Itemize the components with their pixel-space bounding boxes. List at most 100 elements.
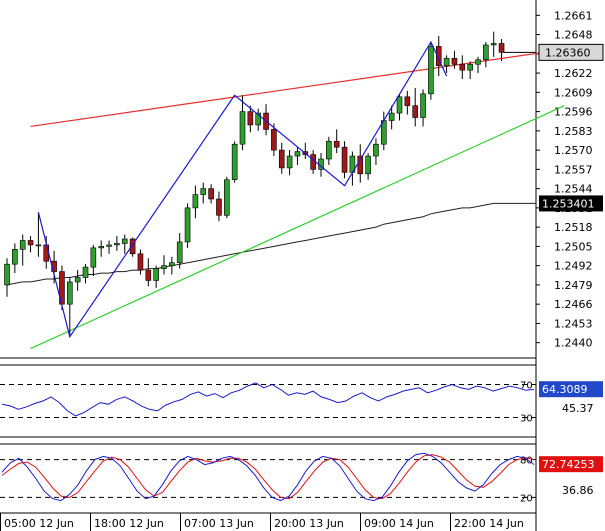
bullish-candle (428, 41, 434, 100)
candle-body (286, 155, 293, 169)
candle-body (176, 241, 183, 263)
bullish-candle (176, 233, 183, 269)
bullish-candle (67, 277, 73, 337)
bullish-candle (82, 264, 89, 284)
support-line (30, 105, 565, 350)
ma-value-box (539, 195, 603, 212)
bearish-candle (404, 90, 411, 115)
bullish-candle (231, 141, 238, 183)
bullish-candle (286, 150, 293, 176)
candle-body (271, 129, 277, 151)
time-axis: 05:00 12 Jun 18:00 12 Jun 07:00 13 Jun 20:0… (0, 513, 524, 531)
stoch-d-line (1, 454, 535, 500)
bullish-candle (19, 234, 26, 266)
current-price-label: 1.26360 (545, 46, 591, 59)
candle-body (459, 63, 466, 71)
bearish-candle (498, 39, 505, 62)
candle-body (451, 57, 458, 65)
stochastic-indicator: 80 20 72.74253 36.86 (0, 452, 603, 504)
bullish-candle (224, 176, 230, 219)
moving-average-line (6, 202, 536, 286)
candle-body (467, 63, 473, 71)
candle-body (412, 105, 419, 118)
bearish-candle (247, 105, 254, 133)
candle-body (90, 247, 97, 268)
bearish-candle (341, 141, 348, 179)
bearish-candle (412, 87, 419, 127)
bullish-candle (388, 105, 395, 130)
candle-body (4, 263, 10, 286)
bullish-candle (35, 212, 42, 257)
candle-body (129, 238, 136, 255)
bullish-candle (192, 185, 199, 219)
moving-average-path (6, 202, 536, 286)
bearish-candle (145, 258, 152, 287)
candle-body (19, 240, 26, 250)
rsi-indicator: 70 30 64.3089 45.37 (0, 381, 603, 425)
candle-body (341, 146, 348, 173)
rsi-side-label: 45.37 (562, 402, 594, 415)
candle-body (35, 244, 42, 247)
price-tick-label: 1.2622 (554, 67, 593, 80)
time-tick-label: 22:00 14 Jun (454, 517, 524, 530)
stoch-side-label: 36.86 (562, 484, 594, 497)
bullish-candle (349, 151, 356, 186)
candle-body (106, 244, 112, 247)
price-tick-label: 1.2479 (554, 279, 593, 292)
bullish-candle (239, 95, 246, 151)
time-tick-label: 05:00 12 Jun (4, 517, 74, 530)
candle-body (184, 207, 191, 243)
bullish-candle (475, 56, 481, 74)
candle-body (43, 244, 50, 262)
price-tick-label: 1.2661 (554, 9, 593, 22)
candle-body (326, 140, 332, 160)
price-tick-label: 1.2648 (554, 29, 593, 42)
candle-body (388, 112, 395, 121)
candle-body (98, 246, 104, 249)
main-panel-frame (0, 0, 537, 531)
candle-body (114, 243, 120, 246)
candle-body (294, 151, 301, 157)
trend-lines (30, 48, 565, 350)
candle-body (82, 266, 89, 278)
bearish-candle (137, 249, 144, 275)
candle-body (145, 269, 152, 281)
bullish-candle (396, 93, 403, 121)
bullish-candle (169, 256, 175, 275)
candle-body (121, 238, 128, 244)
bearish-candle (278, 142, 285, 174)
price-tick-label: 1.2466 (554, 298, 593, 311)
price-tick-label: 1.2440 (554, 337, 593, 350)
candle-body (420, 93, 426, 118)
zigzag-pattern (37, 40, 448, 339)
candle-body (27, 240, 34, 246)
candle-body (278, 149, 285, 169)
candle-body (137, 253, 144, 271)
candle-body (483, 44, 489, 61)
candle-body (498, 43, 505, 53)
candle-body (74, 277, 81, 283)
candle-body (12, 249, 18, 265)
candle-body (231, 143, 238, 181)
candle-body (443, 57, 450, 66)
time-tick-label: 07:00 13 Jun (184, 517, 254, 530)
bearish-candle (27, 236, 34, 253)
rsi-level-label: 70 (520, 381, 533, 392)
bullish-candle (90, 244, 97, 277)
candle-body (255, 112, 261, 126)
rsi-panel-frame (0, 364, 536, 438)
bullish-candle (326, 136, 332, 165)
stoch-panel-frame (0, 443, 536, 514)
bearish-candle (451, 50, 458, 69)
rsi-current-box (539, 381, 603, 398)
candle-body (67, 281, 73, 305)
candle-body (161, 265, 167, 269)
ma-value-label: 1.253401 (542, 197, 595, 210)
time-tick-label: 20:00 13 Jun (274, 517, 344, 530)
bullish-candle (255, 108, 261, 131)
bullish-candle (483, 41, 489, 68)
bearish-candle (271, 123, 277, 157)
candle-body (153, 268, 159, 281)
